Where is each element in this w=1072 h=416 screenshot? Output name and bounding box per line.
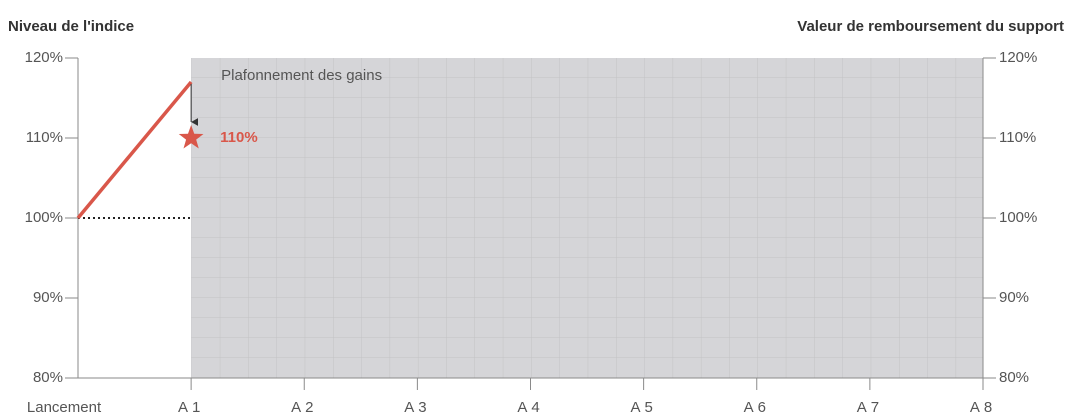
x-tick-label: A7 bbox=[857, 399, 883, 416]
x-tick-label: A6 bbox=[744, 399, 770, 416]
y-tick-label: 80% bbox=[33, 369, 63, 386]
y2-tick-label: 120% bbox=[999, 49, 1037, 66]
index-line bbox=[76, 80, 193, 220]
y2-tick-label: 90% bbox=[999, 289, 1029, 306]
y-tick-label: 120% bbox=[25, 49, 63, 66]
y-tick-label: 110% bbox=[26, 129, 63, 146]
y2-tick-label: 110% bbox=[999, 129, 1036, 146]
x-tick-label: A2 bbox=[291, 399, 317, 416]
x-tick-label: A8 bbox=[970, 399, 996, 416]
capped-zone bbox=[191, 58, 983, 378]
y2-tick-label: 100% bbox=[999, 209, 1037, 226]
y-tick-label: 100% bbox=[25, 209, 63, 226]
y-axis-title: Niveau de l'indice bbox=[8, 18, 134, 35]
y2-axis-title: Valeur de remboursement du support bbox=[797, 18, 1064, 35]
y2-tick-label: 80% bbox=[999, 369, 1029, 386]
capped-grid bbox=[191, 58, 983, 378]
x-tick-label: Lancement bbox=[27, 399, 102, 416]
cap-star bbox=[178, 125, 204, 149]
y-tick-label: 90% bbox=[33, 289, 63, 306]
cap-label: Plafonnement des gains bbox=[221, 67, 382, 84]
x-tick-label: A3 bbox=[404, 399, 430, 416]
x-tick-label: A5 bbox=[630, 399, 656, 416]
x-tick-label: A1 bbox=[178, 399, 204, 416]
x-tick-label: A4 bbox=[517, 399, 543, 416]
cap-value-label: 110% bbox=[220, 129, 258, 146]
